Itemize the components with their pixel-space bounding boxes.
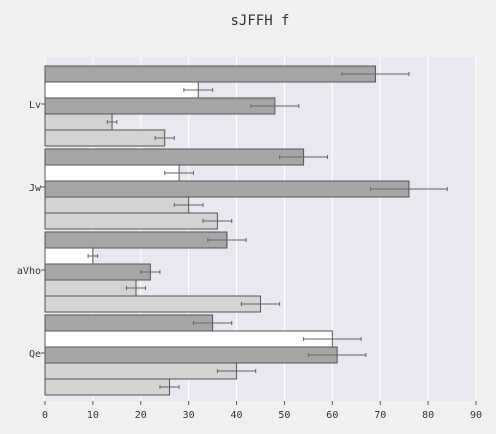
bar <box>44 97 276 115</box>
bar <box>44 314 214 332</box>
error-bars <box>87 72 448 389</box>
x-tick-label: 20 <box>135 410 147 421</box>
x-axis: 0 10 20 30 40 50 60 70 80 90 <box>42 401 482 421</box>
x-tick-label: 50 <box>278 410 290 421</box>
y-axis: Lv Jw aVho Qe <box>17 100 45 360</box>
bar <box>44 81 199 99</box>
y-tick-label: Lv <box>29 100 41 111</box>
x-tick-label: 0 <box>42 410 48 421</box>
bar <box>44 378 171 396</box>
x-tick-label: 70 <box>374 410 386 421</box>
bar <box>44 212 218 230</box>
bar <box>44 263 151 281</box>
bar <box>44 196 190 214</box>
y-tick-label: Jw <box>29 183 42 194</box>
bar <box>44 231 228 249</box>
bar <box>44 65 376 83</box>
bar <box>44 330 333 348</box>
y-tick-label: Qe <box>29 349 41 360</box>
bar <box>44 247 94 265</box>
x-tick-label: 10 <box>87 410 99 421</box>
x-tick-label: 90 <box>470 410 482 421</box>
y-tick-label: aVho <box>17 266 41 277</box>
bar <box>44 295 261 313</box>
x-tick-label: 60 <box>326 410 338 421</box>
bar <box>44 362 238 380</box>
x-tick-label: 40 <box>231 410 243 421</box>
bar <box>44 346 338 364</box>
bar <box>44 129 166 147</box>
bar <box>44 279 137 297</box>
bar <box>44 164 180 182</box>
x-tick-label: 30 <box>183 410 195 421</box>
x-tick-label: 80 <box>422 410 434 421</box>
bar <box>44 180 410 198</box>
bar <box>44 148 305 166</box>
bar <box>44 113 113 131</box>
chart-title: sJFFH f <box>230 13 289 29</box>
bars <box>44 65 410 396</box>
